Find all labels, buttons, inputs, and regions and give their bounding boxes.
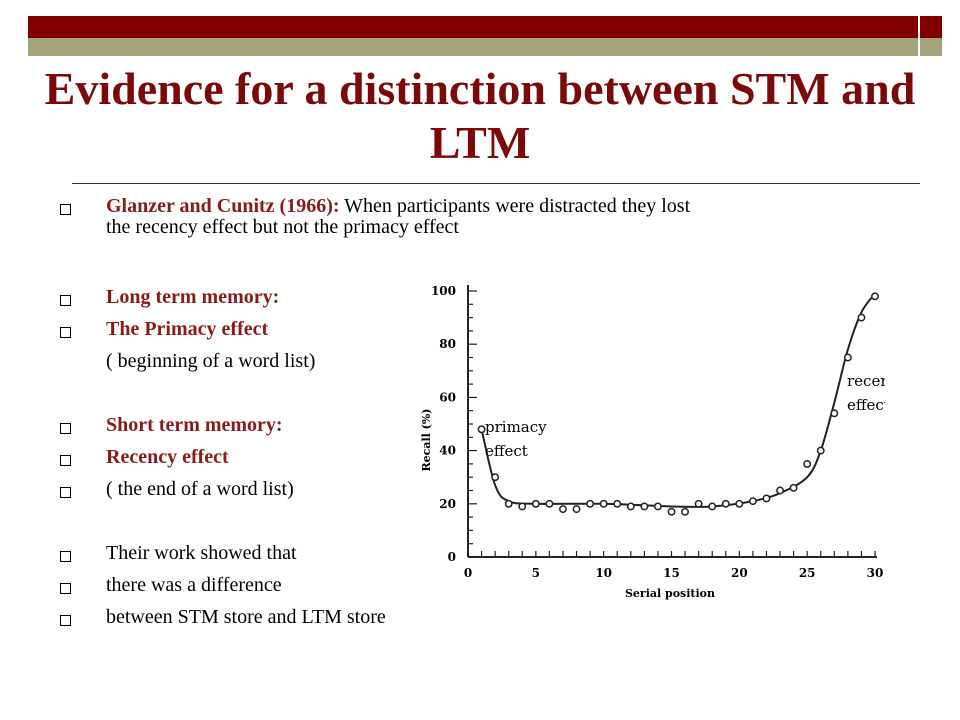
data-point <box>776 486 784 495</box>
data-point <box>640 502 649 511</box>
square-bullet-icon <box>60 327 71 338</box>
data-point <box>721 499 730 508</box>
data-point <box>545 499 554 508</box>
x-tick-label: 10 <box>595 566 612 580</box>
bullet-text: When participants were distracted they l… <box>339 195 691 217</box>
x-tick-label: 30 <box>867 566 884 580</box>
data-point <box>843 353 852 362</box>
data-point <box>504 499 513 508</box>
data-point <box>626 502 635 511</box>
header-corner-square-lower <box>920 38 942 56</box>
bullet-text: ( beginning of a word list) <box>106 350 316 372</box>
x-tick-label: 20 <box>731 566 748 580</box>
y-axis-label: Recall (%) <box>420 408 433 471</box>
header-corner-square <box>920 16 942 38</box>
data-point <box>559 505 567 514</box>
square-bullet-icon <box>60 423 71 434</box>
slide-title: Evidence for a distinction between STM a… <box>44 63 916 168</box>
data-point <box>708 502 717 511</box>
x-axis-label: Serial position <box>625 587 715 600</box>
data-point <box>653 502 662 511</box>
bullet-heading: Short term memory: <box>106 414 283 436</box>
data-points <box>477 292 879 516</box>
data-point <box>748 497 757 506</box>
data-point <box>599 499 608 508</box>
data-point <box>586 499 595 508</box>
bullet-heading: Recency effect <box>106 446 229 468</box>
data-point <box>789 483 798 492</box>
y-tick-label: 80 <box>439 337 456 351</box>
square-bullet-icon <box>60 551 71 562</box>
data-point <box>477 425 486 434</box>
y-tick-label: 0 <box>448 550 456 564</box>
square-bullet-icon <box>60 487 71 498</box>
data-point <box>667 507 676 516</box>
data-point <box>613 499 622 508</box>
data-point <box>735 499 744 508</box>
y-tick-label: 20 <box>439 497 456 511</box>
square-bullet-icon <box>60 615 71 626</box>
title-divider <box>72 183 920 184</box>
y-tick-label: 40 <box>439 444 456 458</box>
data-point <box>694 499 703 508</box>
y-tick-label: 60 <box>439 390 456 404</box>
bullet-text-line2: the recency effect but not the primacy e… <box>106 216 459 238</box>
x-tick-label: 5 <box>532 566 540 580</box>
square-bullet-icon <box>60 204 71 215</box>
chart-ticks: 0 5 10 15 20 25 30 0 20 40 60 80 100 <box>431 284 883 580</box>
square-bullet-icon <box>60 455 71 466</box>
header-bar <box>28 16 918 38</box>
data-point <box>803 459 812 468</box>
data-point <box>857 313 866 322</box>
data-point <box>816 446 825 455</box>
data-point <box>518 502 527 511</box>
bullet-heading: Long term memory: <box>106 286 280 308</box>
y-tick-label: 100 <box>431 284 456 298</box>
data-point <box>830 409 839 418</box>
serial-position-chart: 0 5 10 15 20 25 30 0 20 40 60 80 100 Recall (%) Seri… <box>420 284 885 600</box>
square-bullet-icon <box>60 583 71 594</box>
data-point <box>681 507 690 516</box>
bullet-text: Their work showed that <box>106 542 297 564</box>
bullet-text: there was a difference <box>106 574 282 596</box>
primacy-annotation-line2: effect <box>485 442 528 460</box>
recency-annotation-line2: effect <box>847 396 885 414</box>
x-tick-label: 15 <box>663 566 680 580</box>
data-point <box>871 292 879 301</box>
header-band <box>28 38 918 56</box>
square-bullet-icon <box>60 295 71 306</box>
data-point <box>491 473 500 482</box>
bullet-text: between STM store and LTM store <box>106 606 386 628</box>
data-point <box>531 499 540 508</box>
bullet-heading: The Primacy effect <box>106 318 269 340</box>
recency-annotation: recency <box>847 372 885 390</box>
bullet-text: ( the end of a word list) <box>106 478 294 500</box>
data-point <box>572 505 581 514</box>
recall-curve <box>480 293 876 508</box>
data-point <box>762 494 771 503</box>
primacy-annotation: primacy <box>485 418 547 436</box>
x-tick-label: 0 <box>464 566 472 580</box>
citation-label: Glanzer and Cunitz (1966): <box>106 195 340 217</box>
x-tick-label: 25 <box>799 566 816 580</box>
